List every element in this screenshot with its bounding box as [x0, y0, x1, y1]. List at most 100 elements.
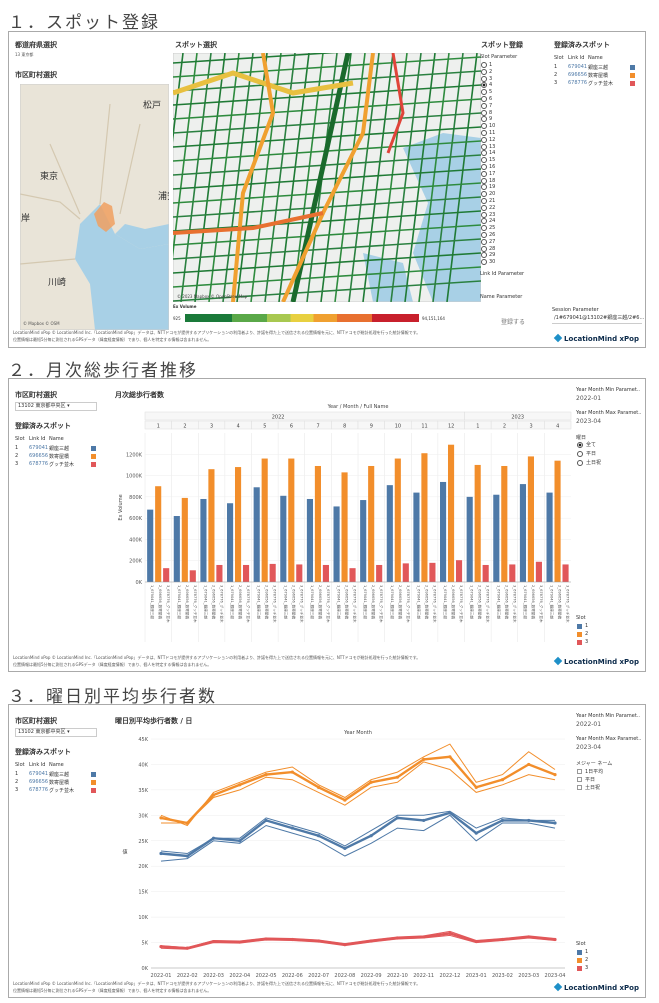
slot-radio-18[interactable]	[481, 177, 487, 184]
x-tick-label: 2023-04	[545, 973, 566, 979]
weekday-radio-2[interactable]	[577, 460, 583, 466]
bar-category-label: 2_696656_数寄屋橋	[398, 585, 403, 619]
ym-max-value[interactable]: 2023-04	[576, 744, 602, 751]
slot-color-swatch	[91, 454, 96, 459]
street-segment	[236, 53, 268, 302]
table-cell-link-id[interactable]: 678776	[568, 80, 588, 86]
slot-radio-20[interactable]	[481, 191, 487, 198]
pref-select-value[interactable]: 13 東京都	[15, 52, 34, 57]
slot-radio-10[interactable]	[481, 123, 487, 130]
street-segment	[173, 182, 481, 204]
slot-legend-swatch	[577, 966, 582, 971]
slot-radio-12[interactable]	[481, 136, 487, 143]
series-line	[160, 755, 556, 825]
slot-radio-4[interactable]	[481, 82, 487, 89]
slot-radio-9[interactable]	[481, 116, 487, 123]
x-tick-label: 2023-01	[466, 973, 487, 979]
bar-slot-3	[376, 564, 383, 582]
street-segment	[173, 224, 481, 246]
city-select-dropdown[interactable]: 13102 東京都中央区 ▾	[15, 402, 97, 411]
slot-radio-8[interactable]	[481, 109, 487, 116]
bar-category-label: 2_696656_数寄屋橋	[531, 585, 536, 619]
street-segment	[173, 266, 481, 288]
slot-radio-15[interactable]	[481, 157, 487, 164]
slot-radio-27[interactable]	[481, 238, 487, 245]
slot-radio-25[interactable]	[481, 225, 487, 232]
slot-radio-5[interactable]	[481, 89, 487, 96]
city-select-dropdown[interactable]: 13102 東京都中央区 ▾	[15, 728, 97, 737]
slot-radio-28[interactable]	[481, 245, 487, 252]
slot-radio-21[interactable]	[481, 198, 487, 204]
city-map[interactable]: 松戸 東京 浦安 川崎 岸 © Mapbox © OSM	[20, 84, 169, 330]
session-param-input[interactable]: /1#679041@13102#銀座三越/2#6...	[552, 315, 644, 324]
table-cell-link-id[interactable]: 678776	[29, 461, 49, 467]
table-cell-link-id[interactable]: 696656	[568, 72, 588, 78]
slot-radio-24[interactable]	[481, 218, 487, 225]
bar-slot-3	[429, 562, 436, 582]
slot-radio-19[interactable]	[481, 184, 487, 191]
slot-radio-23[interactable]	[481, 211, 487, 218]
bar-category-label: 2_696656_数寄屋橋	[318, 585, 323, 619]
table-cell-name: グッチ並木	[49, 462, 75, 468]
weekday-radio-1[interactable]	[577, 451, 583, 457]
slot-legend-swatch	[577, 632, 582, 637]
table-cell-link-id[interactable]: 679041	[29, 445, 49, 451]
slot-radio-label: 11	[489, 130, 496, 136]
table-cell-link-id[interactable]: 679041	[29, 771, 49, 777]
slot-radio-6[interactable]	[481, 96, 487, 102]
slot-radio-11[interactable]	[481, 130, 487, 136]
chart-title: 月次総歩行者数	[115, 391, 164, 399]
slot-color-swatch	[630, 73, 635, 78]
bar-category-label: 2_696656_数寄屋橋	[371, 585, 376, 619]
spot-select-map[interactable]: © 2023 Mapbox © OpenStreetMap	[173, 53, 481, 302]
ym-max-title: Year Month Max Paramet..	[576, 736, 642, 742]
table-cell-slot: 2	[554, 72, 558, 78]
slot-legend-label: 3	[585, 639, 589, 645]
slot-radio-22[interactable]	[481, 204, 487, 211]
series-point	[422, 757, 426, 761]
slot-radio-label: 21	[489, 198, 496, 204]
slot-radio-29[interactable]	[481, 252, 487, 259]
street-segment-orange	[281, 53, 375, 302]
ym-max-value[interactable]: 2023-04	[576, 418, 602, 425]
year-header-cell	[144, 411, 465, 421]
slot-radio-3[interactable]	[481, 75, 487, 82]
table-cell-name: 銀座三越	[49, 772, 70, 778]
table-cell-link-id[interactable]: 678776	[29, 787, 49, 793]
bar-slot-1	[519, 484, 527, 582]
section-title-monthly: ２．月次総歩行者推移	[8, 361, 198, 381]
y-tick-label: 200K	[129, 559, 143, 565]
slot-radio-30[interactable]	[481, 259, 487, 266]
slot-radio-16[interactable]	[481, 164, 487, 170]
map-label-kishi: 岸	[21, 213, 30, 224]
bar-category-label: 2_696656_数寄屋橋	[238, 585, 243, 619]
slot-radio-14[interactable]	[481, 150, 487, 157]
slot-radio-2[interactable]	[481, 68, 487, 75]
table-cell-link-id[interactable]: 696656	[29, 779, 49, 785]
table-cell-link-id[interactable]: 679041	[568, 64, 588, 70]
weekday-radio-0[interactable]	[577, 442, 583, 448]
register-button[interactable]: 登録する	[501, 319, 526, 326]
series-line	[160, 743, 556, 827]
bar-slot-2	[341, 472, 348, 582]
slot-radio-26[interactable]	[481, 232, 487, 238]
bar-slot-3	[189, 570, 196, 582]
exvol-min: 925	[173, 316, 181, 321]
y-tick-label: 10K	[138, 915, 148, 921]
slot-radio-1[interactable]	[481, 62, 487, 68]
table-cell-link-id[interactable]: 696656	[29, 453, 49, 459]
weekday-line-chart[interactable]: Year Month 0K 5K 10K 15K 20K 25K 30K 35K 40K 45K 値 2…	[113, 725, 575, 987]
bar-category-label: 1_679041_銀座三越	[203, 585, 208, 619]
ym-min-value[interactable]: 2022-01	[576, 395, 602, 402]
map-label-urayasu: 浦安	[158, 190, 169, 202]
logo-icon	[553, 656, 563, 666]
ym-min-value[interactable]: 2022-01	[576, 721, 602, 728]
bar-category-label: 1_679041_銀座三越	[470, 585, 475, 619]
slot-radio-13[interactable]	[481, 143, 487, 150]
table-header-cell: Link Id	[29, 436, 46, 442]
slot-radio-7[interactable]	[481, 102, 487, 109]
bar-category-label: 1_679041_銀座三越	[257, 585, 262, 619]
slot-radio-17[interactable]	[481, 170, 487, 177]
bar-category-label: 1_679041_銀座三越	[523, 585, 528, 619]
